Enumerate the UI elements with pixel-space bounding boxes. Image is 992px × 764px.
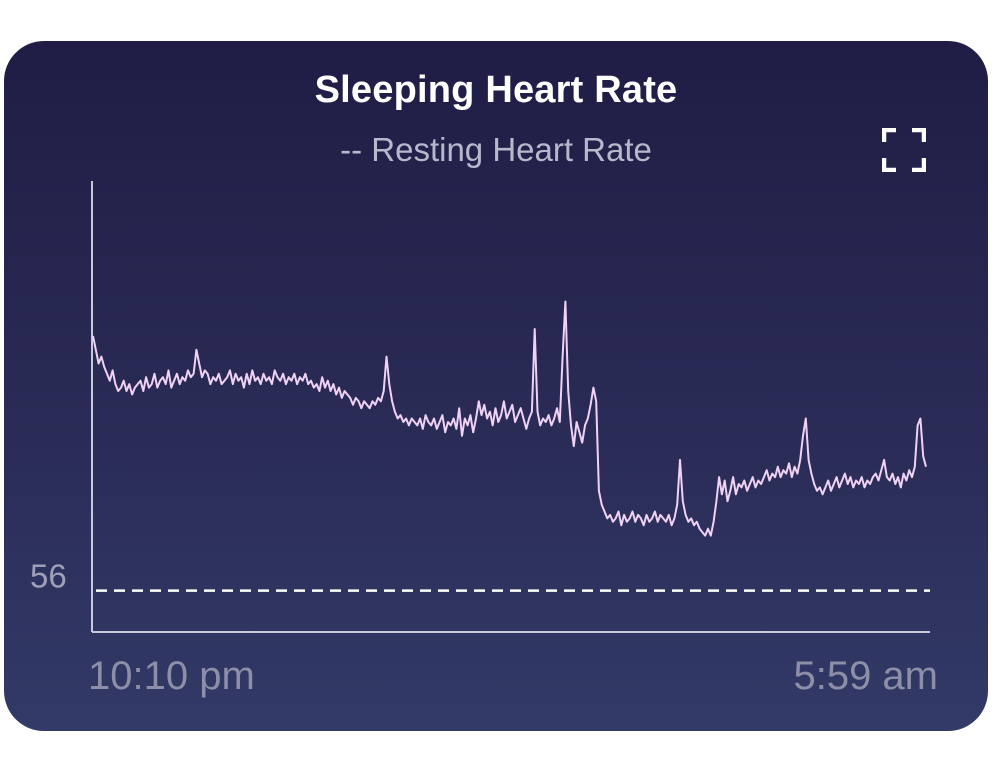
chart-subtitle: -- Resting Heart Rate: [340, 131, 652, 168]
chart-title: Sleeping Heart Rate: [314, 69, 678, 111]
sleeping-heart-rate-series: [92, 300, 927, 537]
expand-icon[interactable]: [881, 127, 927, 173]
resting-heart-rate-value: 56: [30, 558, 67, 595]
expand-icon-glyph: [881, 127, 927, 173]
heart-rate-chart: 56 10:10 pm 5:59 am: [30, 181, 938, 698]
x-tick-end: 5:59 am: [793, 654, 938, 698]
x-tick-start: 10:10 pm: [88, 654, 255, 698]
sleeping-heart-rate-card: Sleeping Heart Rate -- Resting Heart Rat…: [4, 41, 988, 731]
